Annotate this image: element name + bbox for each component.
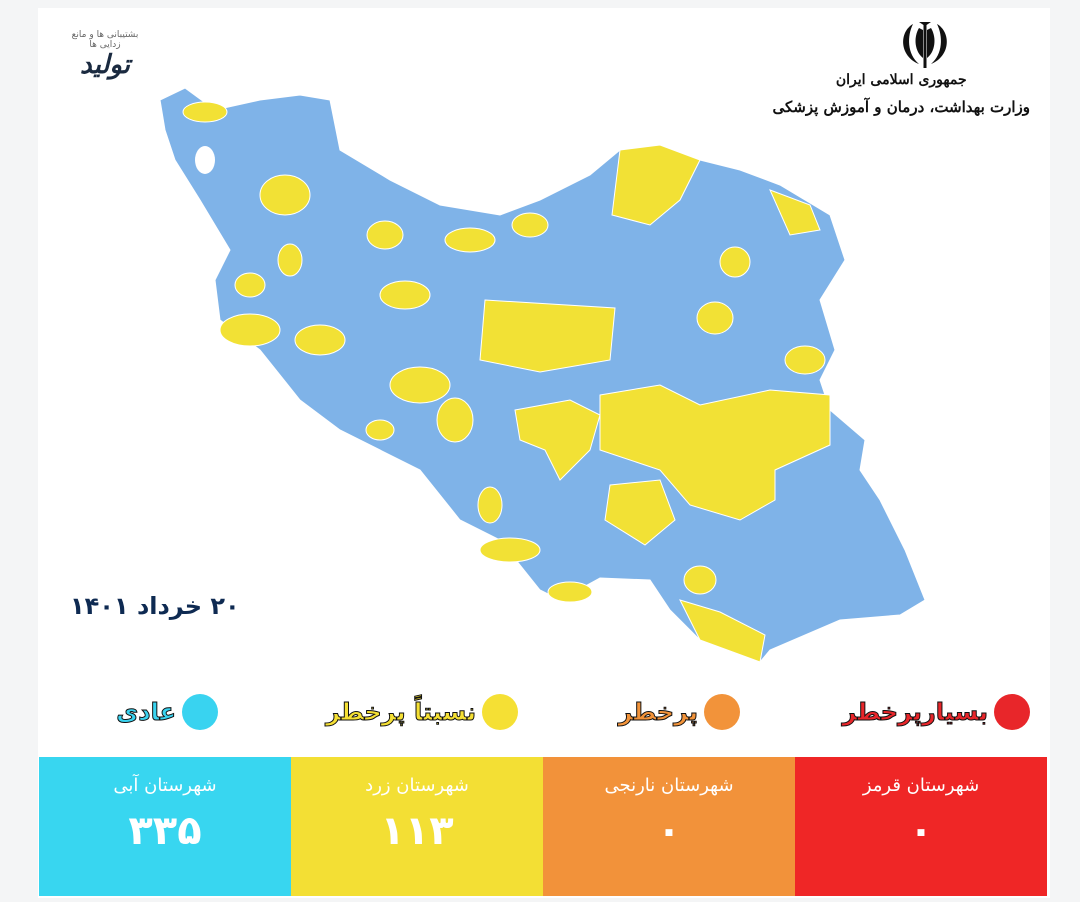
map-region-yellow [514, 399, 601, 481]
map-region-yellow [379, 280, 431, 310]
map-region-yellow [477, 486, 503, 524]
legend-high-risk: پرخطر [618, 692, 740, 732]
stat-title: شهرستان زرد [365, 775, 469, 796]
lake-urmia [195, 146, 215, 174]
orange-dot-icon [704, 694, 740, 730]
legend-label: نسبتاً پرخطر [326, 698, 477, 727]
yellow-dot-icon [482, 694, 518, 730]
stat-blue-counties: شهرستان آبی ۳۳۵ [39, 757, 291, 896]
logo-title: تولید [79, 50, 131, 80]
yellow-counties [182, 101, 831, 663]
map-region-yellow [365, 419, 395, 441]
map-region-yellow [683, 565, 717, 595]
map-region-yellow [479, 537, 541, 563]
map-region-yellow [769, 189, 821, 236]
stat-title: شهرستان آبی [113, 775, 217, 796]
map-region-yellow [479, 299, 616, 373]
map-region-yellow [719, 246, 751, 278]
blue-dot-icon [182, 694, 218, 730]
stat-red-counties: شهرستان قرمز ۰ [795, 757, 1047, 896]
map-region-yellow [611, 144, 701, 226]
stat-value: ۱۱۳ [380, 808, 454, 854]
map-region-yellow [277, 243, 303, 277]
legend-normal: عادی [116, 692, 218, 732]
logo-subtitle: بشتیبانی ها و مانع زدایی ها [71, 30, 139, 50]
map-region-yellow [389, 366, 451, 404]
ministry-name: وزارت بهداشت، درمان و آموزش پزشکی [772, 98, 1031, 116]
map-region-yellow [219, 313, 281, 347]
map-region-yellow [547, 581, 593, 603]
stat-value: ۰ [908, 808, 934, 854]
legend-relatively-high-risk: نسبتاً پرخطر [326, 692, 518, 732]
stat-orange-counties: شهرستان نارنجی ۰ [543, 757, 795, 896]
map-region-yellow [784, 345, 826, 375]
iran-map [159, 87, 926, 663]
map-region-yellow [259, 174, 311, 216]
legend-label: پرخطر [618, 698, 699, 727]
map-region-yellow [511, 212, 549, 238]
map-region-base [159, 87, 926, 663]
stat-title: شهرستان قرمز [862, 775, 980, 796]
map-date: ۲۰ خرداد ۱۴۰۱ [70, 592, 240, 620]
red-dot-icon [994, 694, 1030, 730]
iran-emblem-icon [903, 22, 947, 68]
stat-title: شهرستان نارنجی [604, 775, 734, 796]
map-region-yellow [679, 599, 766, 663]
map-region-yellow [444, 227, 496, 253]
map-region-yellow [696, 301, 734, 335]
watermark-logo: بشتیبانی ها و مانع زدایی ها تولید [60, 30, 150, 90]
map-region-yellow [294, 324, 346, 356]
map-region-yellow [182, 101, 228, 123]
map-region-yellow [436, 397, 474, 443]
legend-very-high-risk: بسیارپرخطر [842, 692, 1030, 732]
legend-label: عادی [116, 698, 177, 727]
stat-yellow-counties: شهرستان زرد ۱۱۳ [291, 757, 543, 896]
map-region-yellow [599, 384, 831, 521]
legend-label: بسیارپرخطر [842, 698, 989, 727]
ministry-header: جمهوری اسلامی ایران وزارت بهداشت، درمان … [773, 72, 1031, 116]
government-name: جمهوری اسلامی ایران [835, 72, 967, 88]
stat-value: ۳۳۵ [128, 808, 202, 854]
map-region-yellow [366, 220, 404, 250]
map-region-yellow [604, 479, 676, 546]
stat-value: ۰ [656, 808, 682, 854]
map-region-yellow [234, 272, 266, 298]
